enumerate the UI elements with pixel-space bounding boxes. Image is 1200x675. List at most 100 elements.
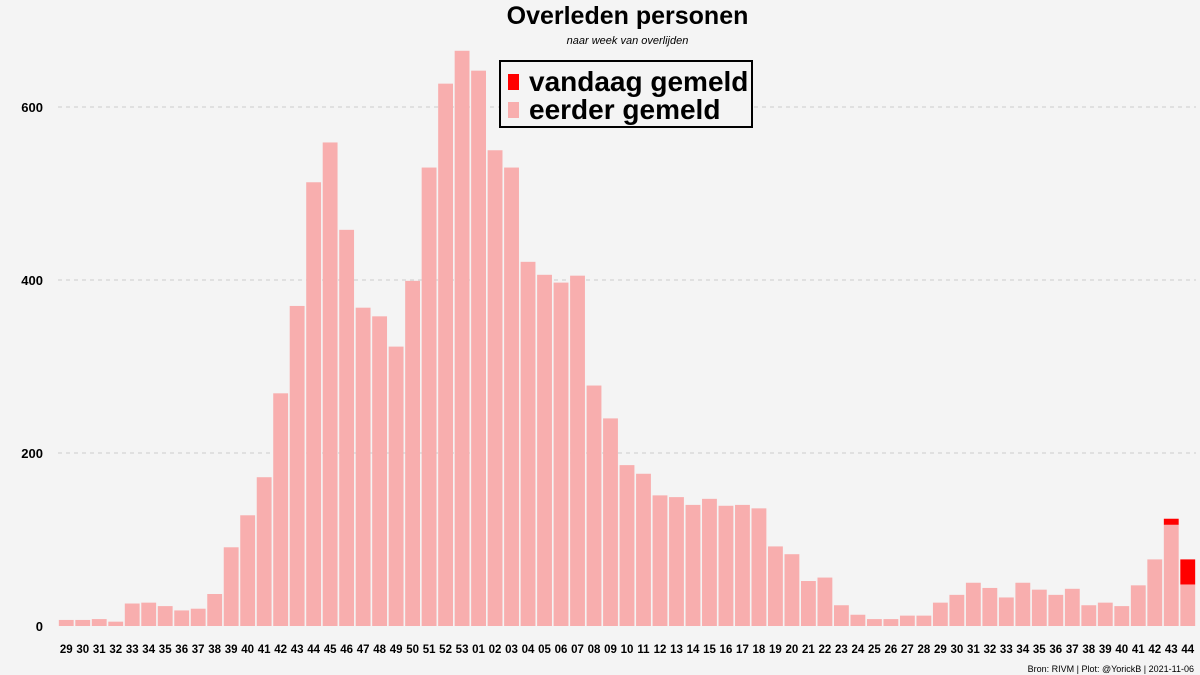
bar-earlier-week-32 [982, 587, 998, 626]
x-tick-label: 25 [868, 644, 881, 656]
x-tick-label: 47 [357, 644, 370, 656]
bar-earlier-week-13 [669, 497, 684, 626]
x-tick-label: 05 [538, 644, 551, 656]
x-tick-label: 52 [439, 644, 452, 656]
bar-earlier-week-16 [718, 505, 734, 626]
bar-earlier-week-29 [58, 619, 74, 626]
bar-earlier-week-44 [1180, 584, 1196, 626]
x-tick-label: 41 [258, 644, 271, 656]
bar-earlier-week-33 [124, 603, 140, 626]
x-tick-label: 37 [1066, 644, 1079, 656]
bar-earlier-week-22 [817, 577, 833, 626]
x-tick-label: 33 [1000, 644, 1013, 656]
x-tick-label: 46 [340, 644, 353, 656]
x-tick-label: 37 [192, 644, 205, 656]
bars [58, 50, 1196, 627]
bar-earlier-week-33 [998, 597, 1014, 626]
bar-earlier-week-49 [388, 346, 404, 626]
x-tick-label: 39 [1099, 644, 1112, 656]
x-tick-label: 43 [291, 644, 304, 656]
x-tick-label: 34 [142, 644, 155, 656]
x-tick-label: 14 [687, 644, 700, 656]
x-tick-label: 28 [917, 644, 930, 656]
bar-earlier-week-46 [339, 229, 355, 626]
bar-earlier-week-42 [273, 393, 289, 626]
bar-earlier-week-04 [520, 261, 536, 626]
x-tick-label: 23 [835, 644, 848, 656]
bar-earlier-week-17 [735, 504, 750, 626]
bar-earlier-week-10 [619, 465, 635, 626]
x-tick-label: 31 [93, 644, 106, 656]
x-tick-label: 30 [76, 644, 89, 656]
x-tick-label: 35 [159, 644, 172, 656]
bar-earlier-week-39 [1097, 602, 1113, 626]
bar-earlier-week-43 [1163, 524, 1179, 626]
x-tick-label: 36 [175, 644, 188, 656]
x-tick-label: 29 [934, 644, 947, 656]
bar-earlier-week-34 [1015, 582, 1031, 626]
x-tick-label: 50 [406, 644, 419, 656]
x-tick-label: 21 [802, 644, 815, 656]
legend-swatch-today [508, 74, 519, 90]
bar-earlier-week-25 [866, 619, 882, 626]
bar-earlier-week-07 [570, 275, 585, 626]
bar-earlier-week-32 [108, 621, 124, 626]
bar-today-week-43 [1163, 518, 1179, 525]
x-tick-label: 10 [621, 644, 634, 656]
x-tick-label: 08 [588, 644, 601, 656]
x-tick-label: 29 [60, 644, 73, 656]
bar-earlier-week-31 [91, 619, 107, 626]
x-tick-label: 41 [1132, 644, 1145, 656]
x-tick-label: 30 [950, 644, 963, 656]
bar-earlier-week-08 [586, 385, 602, 626]
x-tick-label: 04 [522, 644, 535, 656]
bar-earlier-week-15 [702, 498, 717, 626]
bar-earlier-week-34 [141, 602, 157, 626]
x-tick-label: 43 [1165, 644, 1178, 656]
bar-earlier-week-39 [223, 547, 239, 626]
bar-earlier-week-41 [1130, 585, 1146, 626]
bar-earlier-week-50 [405, 280, 421, 626]
bar-earlier-week-29 [932, 602, 948, 626]
y-tick-label: 200 [21, 446, 43, 461]
bar-earlier-week-30 [949, 594, 965, 626]
chart-title: Overleden personen [506, 2, 749, 30]
bar-earlier-week-53 [454, 50, 470, 626]
bar-earlier-week-12 [652, 495, 668, 626]
x-tick-label: 19 [769, 644, 782, 656]
y-tick-label: 0 [36, 619, 43, 634]
bar-earlier-week-30 [75, 619, 91, 626]
x-tick-label: 27 [901, 644, 914, 656]
x-tick-label: 48 [373, 644, 386, 656]
x-tick-label: 31 [967, 644, 980, 656]
x-tick-label: 20 [786, 644, 799, 656]
bar-earlier-week-31 [965, 582, 981, 626]
y-tick-label: 400 [21, 273, 43, 288]
x-tick-label: 18 [753, 644, 766, 656]
x-tick-label: 01 [472, 644, 485, 656]
x-tick-label: 15 [703, 644, 716, 656]
x-tick-label: 36 [1049, 644, 1062, 656]
bar-earlier-week-20 [784, 554, 800, 626]
legend-label-earlier: eerder gemeld [529, 94, 721, 125]
bar-earlier-week-24 [850, 614, 866, 626]
x-tick-label: 16 [720, 644, 733, 656]
bar-earlier-week-36 [174, 610, 190, 626]
bar-earlier-week-43 [289, 305, 305, 626]
bar-earlier-week-05 [537, 274, 552, 626]
bar-earlier-week-01 [471, 70, 486, 627]
x-tick-label: 40 [1115, 644, 1128, 656]
bar-earlier-week-51 [421, 167, 437, 627]
x-tick-label: 42 [1148, 644, 1161, 656]
bar-earlier-week-36 [1048, 594, 1064, 626]
chart-subtitle: naar week van overlijden [566, 35, 689, 47]
x-tick-label: 33 [126, 644, 139, 656]
x-tick-label: 40 [241, 644, 254, 656]
x-tick-label: 24 [852, 644, 865, 656]
legend-item-earlier: eerder gemeld [508, 96, 720, 124]
source-credit: Bron: RIVM | Plot: @YorickB | 2021-11-06 [1027, 664, 1194, 674]
x-tick-label: 02 [489, 644, 502, 656]
legend: vandaag gemeld eerder gemeld [499, 60, 753, 128]
x-tick-label: 12 [654, 644, 667, 656]
